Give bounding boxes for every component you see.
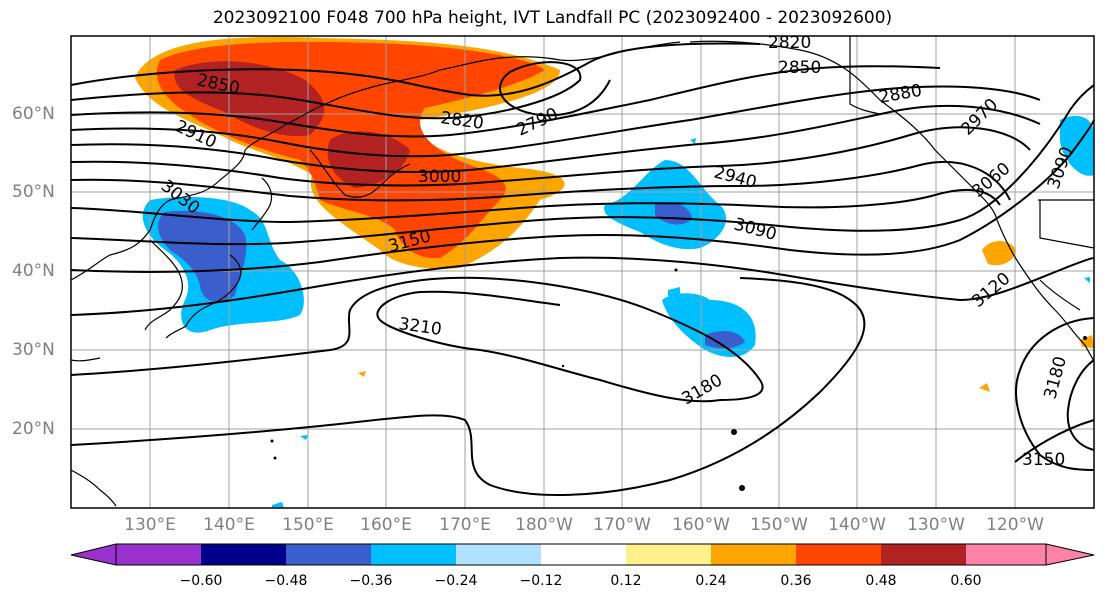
lon-label: 160°W <box>672 515 730 535</box>
lon-label: 160°E <box>360 515 412 535</box>
colorbar-lower-extension <box>70 543 117 566</box>
positive-anomaly-us <box>982 241 1016 266</box>
colorbar-tick-label: −0.24 <box>434 573 478 589</box>
lon-label: 140°W <box>828 515 886 535</box>
colorbar-segment <box>796 544 881 565</box>
colorbar-segment <box>966 544 1046 565</box>
colorbar-tick-label: −0.36 <box>349 573 393 589</box>
contour-label: 3150 <box>1022 450 1065 470</box>
colorbar-segment <box>201 544 286 565</box>
colorbar-segment <box>541 544 626 565</box>
colorbar-segment <box>116 544 201 565</box>
islands <box>270 268 1087 491</box>
lon-label: 170°E <box>439 515 491 535</box>
colorbar-upper-extension <box>1045 543 1095 566</box>
lon-label: 170°W <box>593 515 651 535</box>
contour-label: 2850 <box>778 58 821 78</box>
colorbar-segment <box>456 544 541 565</box>
colorbar-segment <box>371 544 456 565</box>
colorbar-tick-label: 0.24 <box>695 573 727 589</box>
colorbar-tick-label: −0.48 <box>264 573 308 589</box>
lat-label: 40°N <box>12 261 55 281</box>
lat-label: 50°N <box>12 182 55 202</box>
colorbar-tick-label: −0.12 <box>519 573 563 589</box>
colorbar-segment <box>711 544 796 565</box>
lon-label: 180°W <box>515 515 573 535</box>
colorbar-segment <box>626 544 711 565</box>
lon-label: 130°E <box>124 515 176 535</box>
height-contours <box>70 42 1095 496</box>
colorbar-tick-label: 0.12 <box>610 573 642 589</box>
lon-label: 140°E <box>203 515 255 535</box>
lon-label: 150°E <box>282 515 334 535</box>
contour-label: 2820 <box>768 33 811 53</box>
colorbar-segment <box>881 544 966 565</box>
ivt-filled-contours <box>135 36 1094 508</box>
colorbar <box>70 543 1095 566</box>
positive-anomaly-darkred-2 <box>327 131 410 188</box>
plot-frame <box>70 35 1095 509</box>
contour-label: 3000 <box>418 167 461 187</box>
colorbar-tick-label: −0.60 <box>179 573 223 589</box>
colorbar-tick-label: 0.36 <box>780 573 812 589</box>
colorbar-tick-label: 0.48 <box>865 573 897 589</box>
colorbar-tick-label: 0.60 <box>950 573 982 589</box>
lon-label: 120°W <box>986 515 1044 535</box>
lon-label: 130°W <box>907 515 965 535</box>
negative-anomaly-japan-core <box>158 210 247 303</box>
positive-anomaly-darkred <box>174 61 325 137</box>
lon-label: 150°W <box>750 515 808 535</box>
colorbar-segment <box>286 544 371 565</box>
lat-label: 30°N <box>12 340 55 360</box>
lat-label: 20°N <box>12 419 55 439</box>
lat-label: 60°N <box>12 104 55 124</box>
map-title: 2023092100 F048 700 hPa height, IVT Land… <box>212 8 893 28</box>
